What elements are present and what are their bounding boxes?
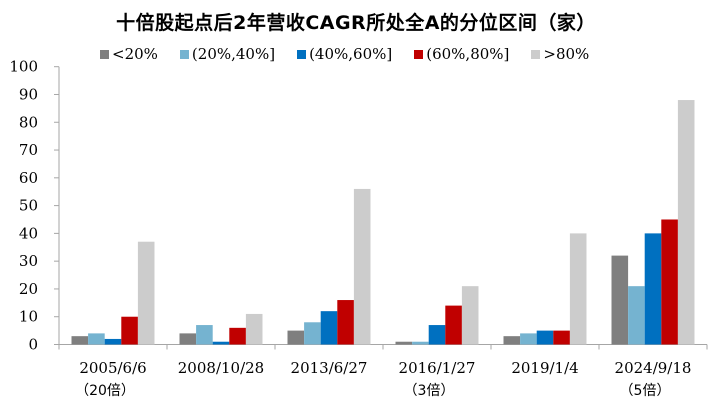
bar	[445, 305, 462, 345]
y-tick-label: 100	[9, 58, 38, 76]
y-tick-label: 20	[19, 280, 38, 298]
bar	[503, 336, 521, 345]
bar	[212, 341, 230, 345]
bar	[196, 325, 213, 345]
bar	[428, 325, 446, 345]
bar	[245, 313, 263, 345]
bar	[337, 300, 354, 345]
legend-swatch-icon	[100, 49, 109, 59]
legend-label: (40%,60%]	[309, 45, 393, 63]
x-tick-sublabel: （5倍）	[620, 383, 671, 399]
y-tick-label: 40	[19, 224, 38, 242]
legend-swatch-icon	[297, 49, 307, 59]
x-tick-label: 2005/6/6	[79, 359, 146, 377]
legend-label: (20%,40%]	[191, 45, 276, 63]
bar	[520, 333, 537, 345]
bar	[229, 327, 246, 345]
x-tick-label: 2019/1/4	[511, 359, 578, 377]
x-tick-sublabel: （3倍）	[404, 383, 455, 399]
x-tick-label: 2013/6/27	[291, 359, 368, 377]
bar	[661, 219, 678, 345]
y-tick-label: 50	[19, 197, 38, 215]
y-tick-label: 70	[19, 141, 38, 159]
x-tick-label: 2024/9/18	[615, 359, 692, 377]
bar	[71, 336, 89, 345]
legend-label: <20%	[112, 45, 158, 63]
bar	[137, 241, 155, 345]
bar	[353, 188, 371, 345]
x-tick-sublabel: （20倍）	[75, 383, 135, 399]
legend-item: (60%,80%]	[414, 44, 509, 64]
bar	[644, 233, 662, 345]
y-tick-label: 0	[28, 336, 38, 354]
bar	[536, 330, 554, 345]
bar	[320, 311, 338, 345]
y-tick-label: 60	[19, 169, 38, 187]
y-tick-label: 10	[19, 308, 38, 326]
x-tick-label: 2008/10/28	[178, 359, 264, 377]
bar	[553, 330, 570, 345]
legend-label: >80%	[543, 45, 590, 63]
y-tick-label: 30	[19, 252, 38, 270]
bar	[461, 286, 479, 345]
bar	[628, 286, 645, 345]
bar	[677, 100, 695, 345]
bar	[121, 316, 138, 345]
legend-swatch-icon	[531, 49, 541, 59]
legend-label: (60%,80%]	[426, 45, 510, 63]
bar	[304, 322, 321, 345]
bar	[569, 233, 587, 345]
bar	[104, 338, 122, 345]
legend-item: <20%	[100, 44, 158, 64]
chart-title: 十倍股起点后2年营收CAGR所处全A的分位区间（家）	[116, 12, 596, 34]
bar	[179, 333, 197, 345]
bar	[611, 255, 629, 345]
legend-item: >80%	[531, 44, 589, 64]
legend-item: (20%,40%]	[179, 44, 276, 64]
legend-swatch-icon	[414, 49, 424, 59]
y-tick-label: 80	[19, 113, 38, 131]
legend-swatch-icon	[179, 49, 189, 59]
bar	[88, 333, 105, 345]
legend-item: (40%,60%]	[297, 44, 392, 64]
chart-legend: <20% (20%,40%] (40%,60%] (60%,80%] >80%	[100, 44, 611, 64]
x-tick-label: 2016/1/27	[399, 359, 476, 377]
bar	[287, 330, 305, 345]
bar	[395, 341, 413, 345]
y-tick-label: 90	[19, 85, 38, 103]
bar	[412, 341, 429, 345]
